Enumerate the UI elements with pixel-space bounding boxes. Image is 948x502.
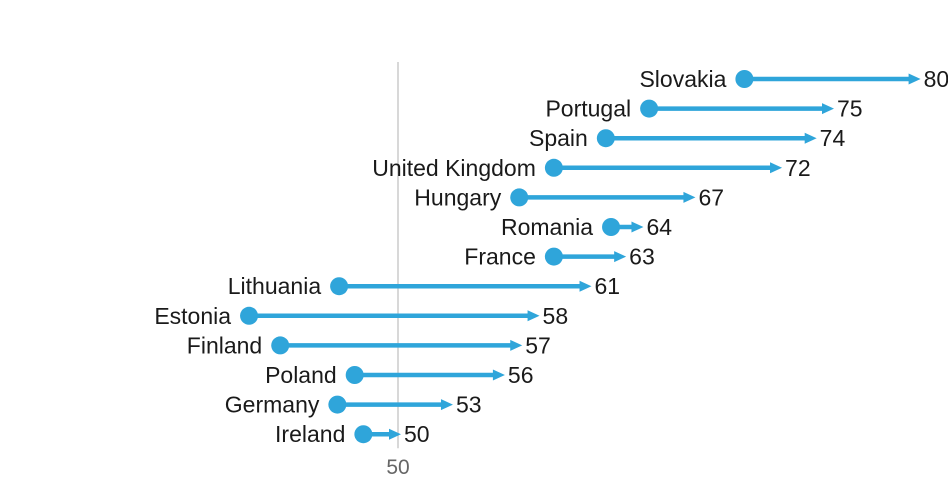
category-label-ireland: Ireland xyxy=(275,421,345,447)
start-dot-estonia xyxy=(240,306,259,325)
category-label-poland: Poland xyxy=(265,362,337,388)
start-dot-romania xyxy=(602,218,621,236)
end-arrow-slovakia xyxy=(908,73,921,85)
category-label-france: France xyxy=(464,244,536,270)
row-estonia: Estonia 58 xyxy=(154,303,568,329)
end-arrow-romania xyxy=(631,221,644,233)
start-dot-poland xyxy=(345,366,364,384)
start-dot-portugal xyxy=(640,99,659,118)
start-dot-slovakia xyxy=(735,70,754,88)
row-united-kingdom: United Kingdom 72 xyxy=(372,155,810,181)
end-arrow-united-kingdom xyxy=(770,162,783,174)
end-value-label-finland: 57 xyxy=(525,332,551,358)
start-dot-germany xyxy=(328,395,347,414)
category-label-romania: Romania xyxy=(501,214,593,240)
row-romania: Romania 64 xyxy=(501,214,672,240)
end-value-label-spain: 74 xyxy=(820,125,846,151)
category-label-germany: Germany xyxy=(225,392,320,418)
category-label-finland: Finland xyxy=(187,332,262,358)
category-label-united-kingdom: United Kingdom xyxy=(372,155,536,181)
row-hungary: Hungary 67 xyxy=(414,184,724,210)
end-arrow-estonia xyxy=(527,310,540,322)
end-value-label-portugal: 75 xyxy=(837,96,863,122)
end-value-label-slovakia: 80 xyxy=(924,66,948,92)
row-slovakia: Slovakia 80 xyxy=(639,66,948,92)
end-arrow-finland xyxy=(510,339,523,351)
category-label-estonia: Estonia xyxy=(154,303,231,329)
end-value-label-lithuania: 61 xyxy=(595,273,621,299)
end-arrow-spain xyxy=(804,132,817,144)
category-label-lithuania: Lithuania xyxy=(228,273,322,299)
chart-rows: Slovakia 80 Portugal 75 Spain 74 United Kingdo… xyxy=(154,66,948,447)
end-arrow-germany xyxy=(440,399,453,411)
start-dot-france xyxy=(544,247,563,266)
end-arrow-poland xyxy=(492,369,505,381)
row-finland: Finland 57 xyxy=(187,332,551,358)
start-dot-hungary xyxy=(510,188,529,207)
end-value-label-poland: 56 xyxy=(508,362,534,388)
end-value-label-ireland: 50 xyxy=(404,421,430,447)
row-france: France 63 xyxy=(464,244,654,270)
end-arrow-hungary xyxy=(683,191,696,203)
start-dot-ireland xyxy=(354,425,373,444)
category-label-spain: Spain xyxy=(529,125,588,151)
start-dot-finland xyxy=(271,336,290,355)
x-tick-label-50: 50 xyxy=(386,456,409,479)
end-value-label-germany: 53 xyxy=(456,392,482,418)
end-value-label-france: 63 xyxy=(629,244,655,270)
start-dot-lithuania xyxy=(330,277,349,296)
end-value-label-estonia: 58 xyxy=(543,303,569,329)
row-spain: Spain 74 xyxy=(529,125,845,151)
row-portugal: Portugal 75 xyxy=(545,96,862,122)
end-arrow-lithuania xyxy=(579,280,592,292)
row-poland: Poland 56 xyxy=(265,362,533,388)
row-germany: Germany 53 xyxy=(225,392,482,418)
end-arrow-portugal xyxy=(822,103,834,115)
end-value-label-hungary: 67 xyxy=(698,184,724,210)
end-arrow-france xyxy=(614,251,627,263)
category-label-hungary: Hungary xyxy=(414,184,501,210)
category-label-slovakia: Slovakia xyxy=(639,66,726,92)
category-label-portugal: Portugal xyxy=(545,96,631,122)
end-arrow-ireland xyxy=(389,428,401,440)
end-value-label-romania: 64 xyxy=(646,214,672,240)
row-lithuania: Lithuania 61 xyxy=(228,273,620,299)
end-value-label-united-kingdom: 72 xyxy=(785,155,811,181)
start-dot-united-kingdom xyxy=(544,158,563,177)
row-ireland: Ireland 50 xyxy=(275,421,430,447)
start-dot-spain xyxy=(596,129,615,148)
